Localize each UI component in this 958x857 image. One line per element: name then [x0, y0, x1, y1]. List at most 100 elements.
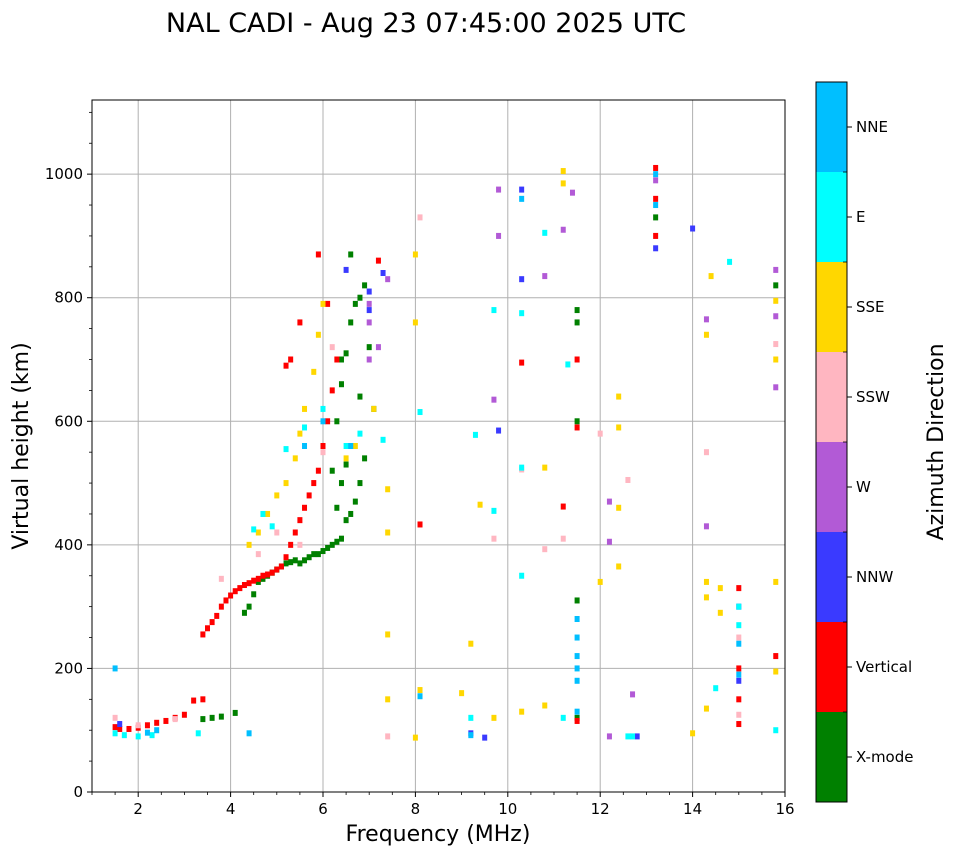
- data-point-e: [565, 361, 571, 368]
- data-point-sse: [302, 405, 308, 412]
- colorbar-segment: [816, 442, 847, 532]
- data-point-nne: [154, 727, 160, 734]
- data-point-ssw: [385, 733, 391, 740]
- data-point-vertical: [574, 424, 580, 431]
- data-point-w: [773, 313, 779, 320]
- data-point-vertical: [283, 362, 289, 369]
- data-point-vertical: [200, 631, 206, 638]
- data-point-e: [560, 714, 566, 721]
- data-point-vertical: [246, 580, 252, 587]
- data-point-vertical: [191, 697, 197, 704]
- data-point-nnw: [482, 734, 488, 741]
- data-point-e: [357, 430, 363, 437]
- data-point-e: [491, 507, 497, 514]
- data-point-x-mode: [288, 559, 294, 566]
- data-point-x-mode: [329, 467, 335, 474]
- data-point-ssw: [773, 341, 779, 348]
- data-point-w: [491, 396, 497, 403]
- y-tick-label: 1000: [45, 165, 83, 183]
- data-point-vertical: [232, 588, 238, 595]
- data-point-sse: [412, 251, 418, 258]
- data-point-sse: [385, 631, 391, 638]
- data-point-x-mode: [302, 557, 308, 564]
- x-tick-label: 2: [133, 800, 143, 818]
- data-point-vertical: [325, 418, 331, 425]
- data-point-e: [302, 424, 308, 431]
- data-point-vertical: [278, 563, 284, 570]
- data-point-sse: [477, 501, 483, 508]
- data-point-nne: [320, 418, 326, 425]
- data-point-e: [112, 730, 118, 737]
- data-point-vertical: [260, 572, 266, 579]
- data-point-sse: [616, 504, 622, 511]
- data-point-sse: [311, 368, 317, 375]
- data-point-vertical: [329, 387, 335, 394]
- data-point-w: [366, 300, 372, 307]
- x-tick-label: 14: [683, 800, 702, 818]
- data-point-x-mode: [334, 538, 340, 545]
- colorbar-label-e: E: [856, 208, 865, 226]
- data-point-e: [736, 622, 742, 629]
- data-point-x-mode: [357, 393, 363, 400]
- data-point-w: [496, 232, 502, 239]
- colorbar-frame: [815, 81, 848, 803]
- data-point-vertical: [297, 517, 303, 524]
- data-point-x-mode: [574, 307, 580, 314]
- data-point-w: [653, 177, 659, 184]
- data-point-sse: [385, 529, 391, 536]
- data-point-x-mode: [352, 498, 358, 505]
- data-point-ssw: [560, 535, 566, 542]
- data-point-vertical: [375, 257, 381, 264]
- data-point-w: [773, 266, 779, 273]
- data-point-sse: [315, 331, 321, 338]
- colorbar-segment: [816, 622, 847, 712]
- data-point-e: [135, 733, 141, 740]
- data-point-sse: [560, 180, 566, 187]
- colorbar-label-w: W: [856, 478, 871, 496]
- data-point-w: [703, 523, 709, 530]
- plot-area-frame: [91, 99, 786, 793]
- data-point-ssw: [597, 430, 603, 437]
- data-point-x-mode: [292, 557, 298, 564]
- data-point-ssw: [736, 634, 742, 641]
- data-point-e: [491, 307, 497, 314]
- colorbar-label-nne: NNE: [856, 118, 888, 136]
- data-point-x-mode: [773, 282, 779, 289]
- data-point-sse: [703, 331, 709, 338]
- data-point-nnw: [496, 427, 502, 434]
- colorbar-segment: [816, 352, 847, 442]
- data-point-vertical: [574, 356, 580, 363]
- data-point-vertical: [519, 359, 525, 366]
- data-point-x-mode: [574, 319, 580, 326]
- data-point-ssw: [172, 716, 178, 723]
- data-point-x-mode: [218, 713, 224, 720]
- data-point-ssw: [320, 449, 326, 456]
- colorbar-segment: [816, 532, 847, 622]
- data-point-e: [283, 446, 289, 453]
- data-point-ssw: [274, 529, 280, 536]
- data-point-ssw: [417, 214, 423, 221]
- data-point-x-mode: [348, 510, 354, 517]
- data-point-vertical: [653, 232, 659, 239]
- data-point-x-mode: [251, 591, 257, 598]
- data-point-vertical: [736, 721, 742, 728]
- data-point-x-mode: [338, 535, 344, 542]
- data-point-sse: [703, 578, 709, 585]
- data-point-e: [149, 732, 155, 739]
- data-point-nnw: [380, 270, 386, 276]
- data-point-sse: [320, 300, 326, 307]
- data-point-ssw: [542, 546, 548, 553]
- data-point-w: [366, 319, 372, 326]
- data-point-e: [472, 431, 478, 438]
- data-point-e: [630, 733, 636, 740]
- data-point-e: [625, 733, 631, 740]
- data-point-nnw: [519, 276, 525, 283]
- data-point-vertical: [292, 529, 298, 536]
- data-point-sse: [542, 702, 548, 709]
- data-point-ssw: [112, 714, 118, 721]
- colorbar-label-nnw: NNW: [856, 568, 893, 586]
- data-point-sse: [352, 443, 358, 449]
- data-point-e: [468, 714, 474, 721]
- data-point-vertical: [163, 717, 169, 724]
- colorbar-segment: [816, 82, 847, 172]
